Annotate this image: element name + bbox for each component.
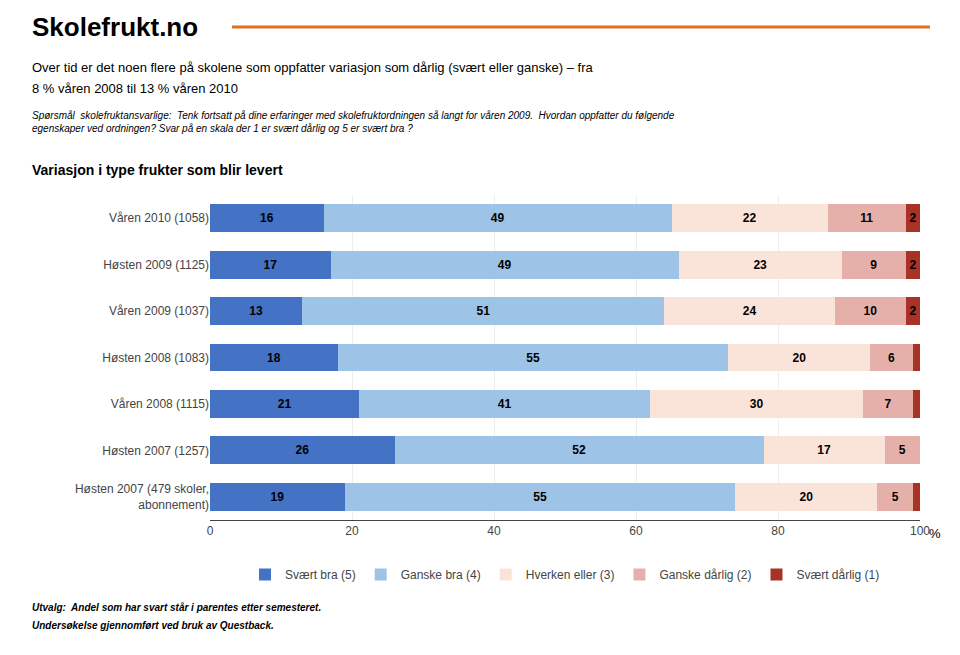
svg-text:20: 20: [792, 351, 806, 365]
svg-text:Svært bra (5): Svært bra (5): [285, 568, 356, 582]
svg-text:60: 60: [629, 524, 643, 538]
svg-text:13: 13: [249, 304, 263, 318]
svg-text:5: 5: [892, 490, 899, 504]
svg-text:17: 17: [264, 258, 278, 272]
svg-text:2: 2: [909, 211, 916, 225]
svg-text:7: 7: [885, 397, 892, 411]
svg-text:18: 18: [267, 351, 281, 365]
svg-text:%: %: [929, 526, 941, 541]
svg-text:17: 17: [817, 443, 831, 457]
svg-text:Høsten 2007 (479 skoler,abonne: Høsten 2007 (479 skoler,abonnement): [75, 482, 209, 512]
svg-text:100: 100: [910, 524, 930, 538]
svg-text:8 % våren 2008 til 13 % våren: 8 % våren 2008 til 13 % våren 2010: [32, 81, 238, 96]
svg-text:Ganske dårlig (2): Ganske dårlig (2): [659, 568, 751, 582]
svg-text:Undersøkelse gjennomført ved b: Undersøkelse gjennomført ved bruk av Que…: [32, 620, 274, 631]
svg-text:20: 20: [800, 490, 814, 504]
svg-text:Høsten 2009 (1125): Høsten 2009 (1125): [103, 258, 209, 272]
svg-text:26: 26: [295, 443, 309, 457]
svg-text:Svært dårlig (1): Svært dårlig (1): [796, 568, 879, 582]
svg-text:11: 11: [860, 211, 873, 225]
svg-text:30: 30: [750, 397, 764, 411]
svg-text:2: 2: [909, 258, 916, 272]
svg-text:10: 10: [863, 304, 877, 318]
svg-text:2: 2: [909, 304, 916, 318]
svg-text:Variasjon i type frukter som b: Variasjon i type frukter som blir levert: [32, 162, 283, 178]
svg-text:Ganske bra (4): Ganske bra (4): [401, 568, 481, 582]
svg-text:16: 16: [260, 211, 274, 225]
svg-text:20: 20: [345, 524, 359, 538]
svg-text:6: 6: [888, 351, 895, 365]
svg-text:40: 40: [487, 524, 501, 538]
svg-text:21: 21: [278, 397, 292, 411]
svg-text:Over tid er det noen flere på: Over tid er det noen flere på skolene so…: [32, 60, 593, 75]
svg-text:55: 55: [526, 351, 540, 365]
svg-text:19: 19: [271, 490, 285, 504]
svg-text:9: 9: [870, 258, 877, 272]
svg-text:Skolefrukt.no: Skolefrukt.no: [32, 12, 198, 42]
svg-text:24: 24: [743, 304, 757, 318]
svg-text:Våren 2008 (1115): Våren 2008 (1115): [111, 397, 209, 411]
svg-text:Spørsmål skolefruktansvarlige: Spørsmål skolefruktansvarlige: Tenk fort…: [32, 110, 675, 134]
svg-text:52: 52: [572, 443, 586, 457]
svg-text:Våren 2009 (1037): Våren 2009 (1037): [109, 304, 209, 318]
svg-text:0: 0: [207, 524, 214, 538]
svg-text:80: 80: [771, 524, 785, 538]
svg-text:Våren 2010 (1058): Våren 2010 (1058): [109, 211, 209, 225]
svg-text:Hverken eller (3): Hverken eller (3): [526, 568, 615, 582]
svg-text:51: 51: [477, 304, 491, 318]
svg-text:41: 41: [498, 397, 512, 411]
svg-text:Høsten 2008 (1083): Høsten 2008 (1083): [102, 351, 209, 365]
svg-text:Utvalg: Andel som har svart s: Utvalg: Andel som har svart står i paren…: [32, 602, 321, 613]
svg-text:49: 49: [498, 258, 512, 272]
svg-text:55: 55: [533, 490, 547, 504]
svg-text:5: 5: [899, 443, 906, 457]
svg-text:49: 49: [491, 211, 505, 225]
svg-text:22: 22: [743, 211, 757, 225]
svg-text:23: 23: [753, 258, 767, 272]
svg-text:Høsten 2007 (1257): Høsten 2007 (1257): [102, 444, 209, 458]
